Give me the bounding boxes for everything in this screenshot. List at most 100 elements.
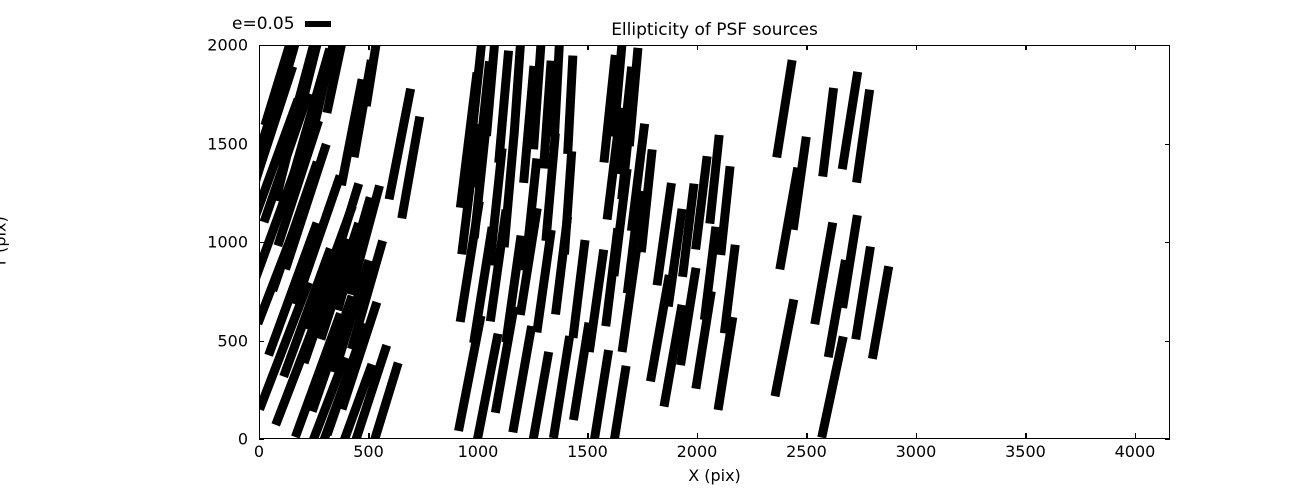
psf-whisker [260,65,298,182]
y-tick [259,143,264,145]
psf-whisker [788,136,811,231]
x-tick [587,45,589,50]
psf-whisker [528,351,554,438]
psf-whisker [636,148,657,253]
psf-whisker [309,355,350,438]
x-tick-label: 3500 [1005,442,1046,461]
psf-whisker [867,265,894,360]
psf-whisker [519,65,539,184]
psf-whisker [691,155,712,250]
psf-whisker [569,321,594,421]
psf-whisker [260,280,313,412]
psf-whisker [345,184,384,296]
psf-whisker [319,343,363,438]
psf-whisker [568,239,590,339]
psf-whisker [337,78,367,187]
x-tick [587,433,589,438]
psf-whisker [646,274,674,383]
y-tick [259,242,264,244]
psf-whisker [260,97,303,217]
psf-whisker [279,247,335,379]
psf-whisker [719,244,740,334]
x-tick [477,45,480,50]
psf-whisker [563,55,578,155]
psf-whisker [818,87,839,178]
x-tick [368,45,370,50]
psf-whisker [490,305,519,414]
psf-whisker [676,267,701,366]
psf-whisker [539,60,556,169]
x-tick-label: 1000 [457,442,499,461]
psf-whisker [610,365,631,438]
legend-whisker-bar [304,21,331,27]
psf-whisker [370,361,403,438]
psf-whisker [260,91,313,224]
psf-whisker [340,362,377,438]
psf-whisker [271,300,328,427]
psf-whisker [260,158,304,280]
psf-whisker [772,59,797,159]
x-tick [1134,45,1137,50]
psf-whisker [601,227,623,327]
psf-whisker [532,229,556,333]
psf-whisker [659,304,687,408]
x-tick-label: 2000 [676,442,718,461]
psf-whisker [678,183,699,278]
psf-whisker [770,298,799,398]
psf-whisker [333,196,375,312]
x-tick [477,433,480,438]
y-tick [1165,45,1170,47]
y-tick [1165,439,1170,441]
psf-whisker [551,216,573,316]
psf-whisker [455,200,484,323]
x-tick [1134,433,1137,438]
psf-whisker [584,249,609,353]
y-tick [259,439,264,441]
x-axis-label: X (pix) [688,466,741,485]
x-tick [696,45,699,50]
psf-whisker [482,46,499,137]
psf-whisker [617,249,641,353]
legend-label: e=0.05 [232,13,295,34]
psf-whisker [652,182,676,286]
y-tick-label: 1500 [207,134,248,153]
x-tick [259,45,261,50]
psf-whisker [457,123,483,255]
y-tick [259,45,264,47]
psf-whisker [851,245,875,341]
psf-whisker [485,209,511,322]
psf-whisker [264,221,322,357]
x-tick [1025,433,1027,438]
psf-whisker [817,335,848,438]
psf-whisker [599,54,620,163]
psf-whisker [273,119,323,248]
psf-whisker [515,207,542,316]
y-tick-label: 1000 [207,232,248,252]
x-tick-label: 1500 [567,442,608,461]
psf-whisker [590,349,614,438]
x-tick-label: 4000 [1114,442,1156,461]
psf-whisker [322,46,346,114]
x-tick-label: 3000 [895,442,937,461]
y-tick [259,340,264,342]
x-tick [915,45,918,50]
psf-whisker [307,294,357,413]
x-tick [259,433,261,438]
psf-whisker [852,89,875,184]
psf-whisker [775,166,803,271]
psf-whisker [602,107,626,221]
psf-whisker [330,259,374,374]
psf-whisker [509,46,525,136]
x-tick [806,433,808,438]
x-tick [915,433,918,438]
psf-whisker [810,221,838,326]
psf-whisker [316,221,363,341]
y-tick-label: 500 [217,331,248,350]
psf-whisker [291,174,345,306]
psf-whisker [494,50,514,164]
psf-whisker [691,290,716,390]
psf-whisker [823,259,850,358]
psf-whisker [307,46,338,136]
whisker-group [260,46,894,438]
